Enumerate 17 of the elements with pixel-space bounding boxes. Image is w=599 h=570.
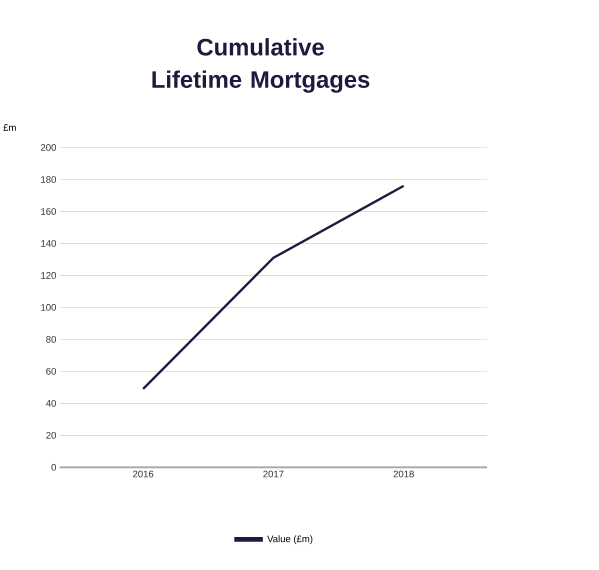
y-tick-label: 180 xyxy=(41,176,56,183)
x-tick-label: 2017 xyxy=(263,470,284,478)
y-tick-label: 160 xyxy=(41,208,56,215)
y-tick-label: 60 xyxy=(46,368,56,375)
y-tick-label: 100 xyxy=(41,304,56,311)
y-tick-label: 0 xyxy=(51,464,56,471)
chart-title: Cumulative Lifetime Mortgages xyxy=(152,38,370,93)
x-tick-label: 2016 xyxy=(133,470,154,478)
y-axis-title: £m xyxy=(3,124,16,131)
y-tick-label: 20 xyxy=(46,432,56,439)
y-tick-label: 120 xyxy=(41,272,56,279)
x-tick-label: 2018 xyxy=(394,470,414,478)
y-tick-label: 140 xyxy=(41,240,56,247)
y-tick-label: 80 xyxy=(46,336,56,343)
y-tick-label: 40 xyxy=(46,400,56,407)
legend-label: Value (£m) xyxy=(267,535,312,544)
y-tick-label: 200 xyxy=(40,144,56,151)
